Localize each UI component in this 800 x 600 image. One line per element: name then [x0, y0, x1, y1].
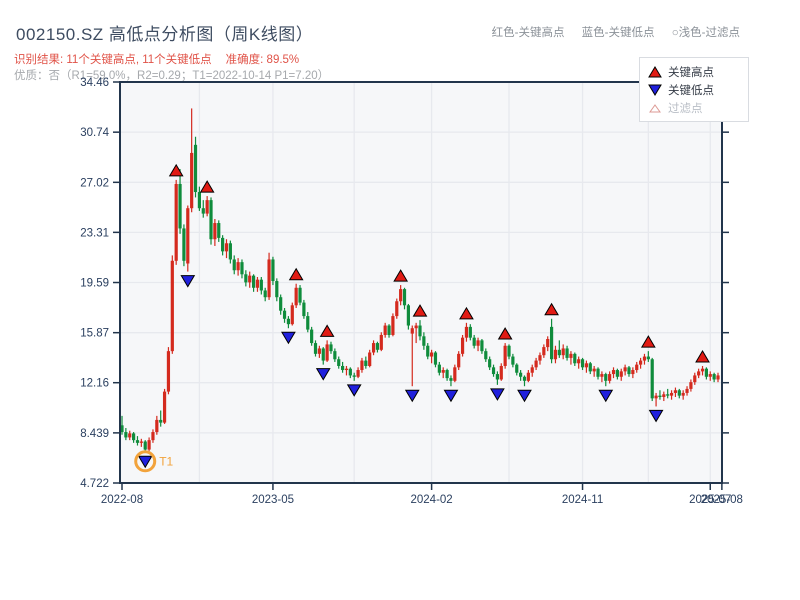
header-color-legend: 红色-关键高点 蓝色-关键低点 ○浅色-过滤点 — [420, 24, 740, 40]
legend-item-key-high[interactable]: 关键高点 — [648, 63, 740, 81]
legend-label-filtered: 过滤点 — [668, 103, 703, 115]
svg-text:23.31: 23.31 — [80, 227, 109, 239]
svg-text:4.722: 4.722 — [80, 478, 109, 490]
chart-legend-box: 关键高点 关键低点 过滤点 — [639, 57, 749, 122]
page-title: 002150.SZ 高低点分析图（周K线图） — [16, 25, 314, 44]
header-legend-key-low: 蓝色-关键低点 — [581, 27, 655, 39]
legend-label-key-high: 关键高点 — [668, 67, 714, 79]
svg-text:12.16: 12.16 — [80, 378, 109, 390]
gridlines — [120, 82, 722, 483]
key-high-markers — [168, 163, 710, 363]
legend-label-key-low: 关键低点 — [668, 85, 714, 97]
key-low-triangle-icon — [648, 84, 662, 96]
key-low-markers — [137, 275, 664, 469]
result-counts: 识别结果: 11个关键高点, 11个关键低点 — [14, 54, 212, 66]
svg-text:2022-08: 2022-08 — [101, 494, 143, 506]
header-legend-filtered: ○浅色-过滤点 — [671, 27, 740, 39]
svg-text:2025-07: 2025-07 — [689, 494, 731, 506]
svg-text:27.02: 27.02 — [80, 177, 109, 189]
kline-chart[interactable]: T1 34.46 30.74 27.02 23.31 19.59 15.87 12.16 8.4… — [0, 0, 800, 520]
svg-text:30.74: 30.74 — [80, 127, 109, 139]
quality-line: 优质：否（R1=59.0%，R2=0.29；T1=2022-10-14 P1=7… — [14, 70, 330, 82]
t1-highlight: T1 — [134, 450, 174, 473]
accuracy-value: 准确度: 89.5% — [225, 54, 300, 66]
filtered-triangle-icon — [649, 104, 661, 113]
svg-text:15.87: 15.87 — [80, 328, 109, 340]
recognition-result-line: 识别结果: 11个关键高点, 11个关键低点 准确度: 89.5% — [14, 51, 299, 67]
y-axis: 34.46 30.74 27.02 23.31 19.59 15.87 12.16 8.439… — [80, 77, 729, 490]
t1-label: T1 — [159, 454, 173, 468]
svg-text:19.59: 19.59 — [80, 278, 109, 290]
candles-layer — [120, 108, 720, 453]
svg-text:2023-05: 2023-05 — [252, 494, 294, 506]
svg-text:2024-02: 2024-02 — [411, 494, 453, 506]
key-high-triangle-icon — [648, 66, 662, 78]
legend-item-filtered[interactable]: 过滤点 — [648, 99, 740, 117]
svg-text:8.439: 8.439 — [80, 428, 109, 440]
svg-text:2025-08: 2025-08 — [701, 494, 743, 506]
x-axis: 2022-08 2023-05 2024-02 2024-11 2025-072025-… — [101, 483, 743, 506]
svg-text:2024-11: 2024-11 — [562, 494, 603, 506]
legend-item-key-low[interactable]: 关键低点 — [648, 81, 740, 99]
header-legend-key-high: 红色-关键高点 — [491, 27, 565, 39]
svg-text:34.46: 34.46 — [80, 77, 109, 89]
